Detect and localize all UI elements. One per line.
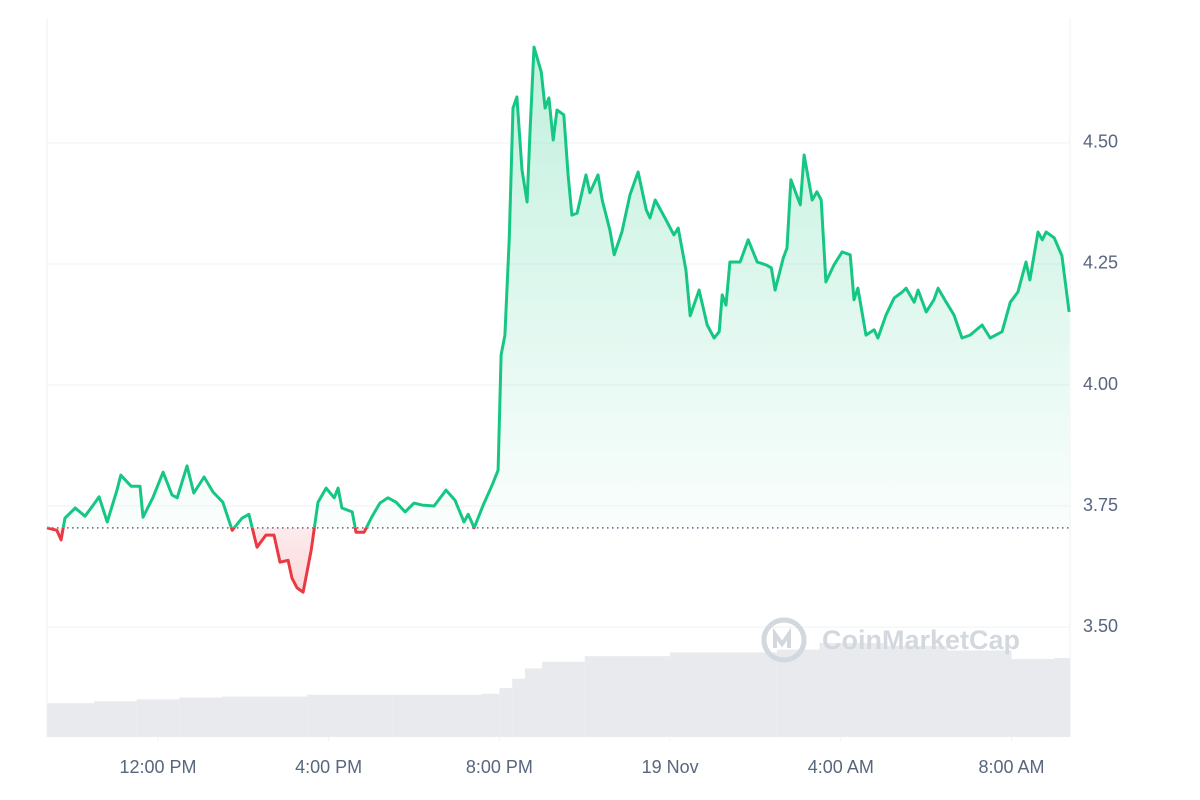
volume-bar bbox=[584, 656, 671, 737]
y-tick-label: 4.00 bbox=[1083, 374, 1118, 394]
volume-bar bbox=[776, 649, 820, 737]
volume-bar bbox=[307, 694, 393, 737]
volume-bar bbox=[883, 645, 948, 737]
plot-layer bbox=[46, 45, 1071, 594]
x-tick-label: 19 Nov bbox=[642, 757, 699, 777]
volume-bar bbox=[482, 693, 500, 737]
y-tick-label: 4.25 bbox=[1083, 253, 1118, 273]
y-tick-label: 4.50 bbox=[1083, 132, 1118, 152]
volume-bar bbox=[524, 668, 543, 737]
volume-bar bbox=[136, 699, 180, 737]
volume-bar bbox=[93, 701, 137, 737]
x-tick-label: 8:00 PM bbox=[466, 757, 533, 777]
volume-layer bbox=[47, 643, 1070, 737]
volume-bar bbox=[670, 652, 777, 737]
volume-bar bbox=[499, 688, 513, 737]
volume-bar bbox=[819, 643, 884, 737]
volume-bar bbox=[47, 703, 94, 737]
y-tick-label: 3.50 bbox=[1083, 616, 1118, 636]
watermark-logo bbox=[761, 617, 807, 663]
volume-bar bbox=[1011, 658, 1055, 737]
watermark: CoinMarketCap bbox=[822, 625, 1020, 655]
volume-bar bbox=[179, 697, 222, 737]
y-tick-label: 3.75 bbox=[1083, 495, 1118, 515]
volume-bar bbox=[392, 694, 483, 737]
price-area bbox=[47, 47, 1070, 593]
volume-bar bbox=[947, 650, 1012, 737]
x-tick-label: 12:00 PM bbox=[119, 757, 196, 777]
x-tick-label: 8:00 AM bbox=[979, 757, 1045, 777]
x-tick-label: 4:00 AM bbox=[808, 757, 874, 777]
x-tick-label: 4:00 PM bbox=[295, 757, 362, 777]
price-line bbox=[46, 45, 1071, 594]
volume-bar bbox=[512, 678, 525, 737]
volume-bar bbox=[542, 661, 585, 737]
volume-bar bbox=[1054, 658, 1070, 737]
volume-bar bbox=[221, 696, 308, 737]
